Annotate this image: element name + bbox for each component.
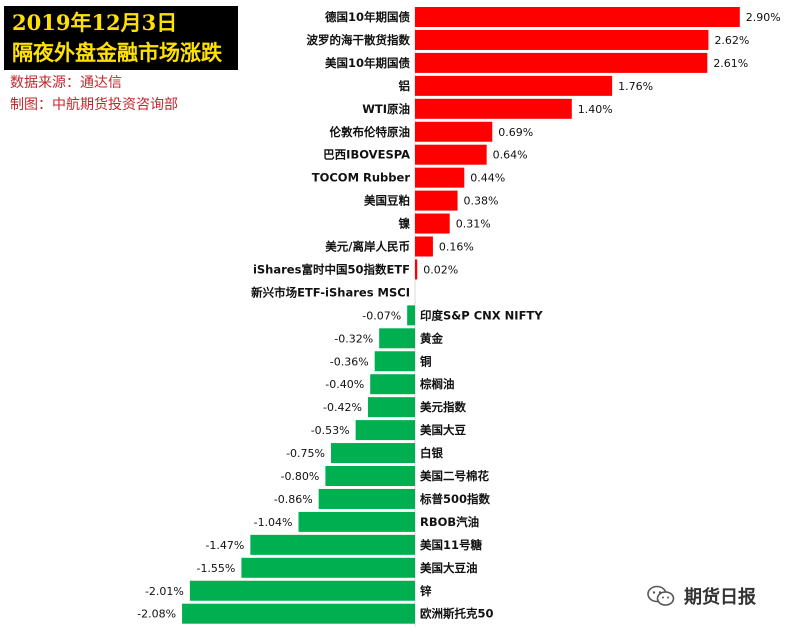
value-label: 0.16% bbox=[439, 241, 474, 254]
category-label: 美元/离岸人民币 bbox=[325, 240, 410, 254]
bar bbox=[182, 603, 415, 624]
value-label: -0.40% bbox=[325, 378, 364, 391]
category-label: WTI原油 bbox=[362, 102, 410, 116]
bar bbox=[331, 443, 415, 464]
value-label: -0.75% bbox=[286, 447, 325, 460]
category-label: 印度S&P CNX NIFTY bbox=[420, 308, 543, 322]
category-label: 美元指数 bbox=[420, 400, 466, 414]
category-label: 美国大豆油 bbox=[420, 561, 478, 575]
category-label: TOCOM Rubber bbox=[312, 171, 411, 185]
category-label: iShares富时中国50指数ETF bbox=[253, 262, 410, 276]
category-label: 美国二号棉花 bbox=[420, 469, 489, 483]
value-label: -0.42% bbox=[323, 401, 362, 414]
chart-maker-note: 制图：中航期货投资咨询部 bbox=[10, 97, 178, 113]
value-label: 0.31% bbox=[456, 218, 491, 231]
value-label: -1.04% bbox=[254, 516, 293, 529]
bar bbox=[379, 328, 415, 349]
value-label: -0.53% bbox=[311, 424, 350, 437]
value-label: 0.69% bbox=[498, 126, 533, 139]
category-label: 白银 bbox=[420, 446, 443, 460]
bar bbox=[415, 121, 493, 142]
category-label: 巴西IBOVESPA bbox=[323, 148, 410, 162]
bar bbox=[415, 29, 709, 50]
category-label: 新兴市场ETF-iShares MSCI bbox=[251, 285, 410, 299]
category-label: 铝 bbox=[399, 79, 411, 93]
value-label: -1.55% bbox=[196, 562, 235, 575]
category-label: 镍 bbox=[399, 217, 411, 231]
value-label: -2.08% bbox=[137, 608, 176, 621]
value-label: 2.90% bbox=[746, 11, 781, 24]
bar bbox=[415, 167, 465, 188]
category-label: 波罗的海干散货指数 bbox=[307, 33, 411, 47]
value-label: 2.62% bbox=[714, 34, 749, 47]
category-label: 伦敦布伦特原油 bbox=[330, 125, 411, 139]
title-box: 2019年12月3日 隔夜外盘金融市场涨跌 bbox=[4, 6, 238, 70]
category-label: 美国11号糖 bbox=[420, 538, 483, 552]
bar bbox=[367, 397, 415, 418]
bar bbox=[241, 557, 415, 578]
category-label: 欧洲斯托克50 bbox=[420, 607, 494, 621]
category-label: 铜 bbox=[419, 354, 432, 368]
bar bbox=[189, 580, 415, 601]
wechat-icon bbox=[647, 585, 675, 606]
watermark-text: 期货日报 bbox=[684, 587, 756, 608]
bar bbox=[318, 488, 415, 509]
category-label: 黄金 bbox=[420, 331, 443, 345]
bar bbox=[355, 420, 415, 441]
bar bbox=[325, 466, 415, 486]
data-source-note: 数据来源：通达信 bbox=[10, 75, 122, 91]
value-label: -0.07% bbox=[362, 309, 401, 322]
value-label: -1.47% bbox=[205, 539, 244, 552]
category-label: 锌 bbox=[420, 584, 432, 598]
bar bbox=[415, 7, 740, 27]
value-label: 1.40% bbox=[578, 103, 613, 116]
bar bbox=[407, 305, 415, 326]
category-label: 标普500指数 bbox=[419, 492, 491, 506]
bar bbox=[415, 190, 458, 211]
value-label: 0.64% bbox=[493, 149, 528, 162]
bar bbox=[415, 259, 418, 280]
bar bbox=[298, 511, 415, 532]
bar bbox=[415, 52, 708, 73]
bar bbox=[415, 213, 450, 234]
category-label: 美国豆粕 bbox=[364, 194, 410, 208]
value-label: 0.44% bbox=[470, 172, 505, 185]
value-label: -0.36% bbox=[330, 355, 369, 368]
value-label: -0.86% bbox=[274, 493, 313, 506]
bar bbox=[374, 351, 415, 372]
bar bbox=[415, 144, 487, 165]
category-label: 棕榈油 bbox=[419, 377, 455, 391]
title-date: 2019年12月3日 bbox=[12, 10, 178, 35]
title-main: 隔夜外盘金融市场涨跌 bbox=[12, 40, 222, 65]
category-label: 美国大豆 bbox=[420, 423, 466, 437]
category-label: 美国10年期国债 bbox=[325, 56, 411, 70]
bar bbox=[370, 374, 415, 395]
bar bbox=[250, 534, 415, 555]
value-label: -0.80% bbox=[280, 470, 319, 483]
value-label: 0.02% bbox=[423, 263, 458, 276]
category-label: 德国10年期国债 bbox=[324, 10, 411, 24]
watermark: 期货日报 bbox=[646, 584, 756, 608]
value-label: 0.38% bbox=[464, 195, 499, 208]
value-label: 2.61% bbox=[713, 57, 748, 70]
value-label: -0.32% bbox=[334, 332, 373, 345]
bar bbox=[415, 236, 433, 257]
value-label: 1.76% bbox=[618, 80, 653, 93]
bar bbox=[415, 98, 572, 119]
value-label: -2.01% bbox=[145, 585, 184, 598]
bar bbox=[415, 75, 613, 96]
category-label: RBOB汽油 bbox=[420, 515, 479, 529]
